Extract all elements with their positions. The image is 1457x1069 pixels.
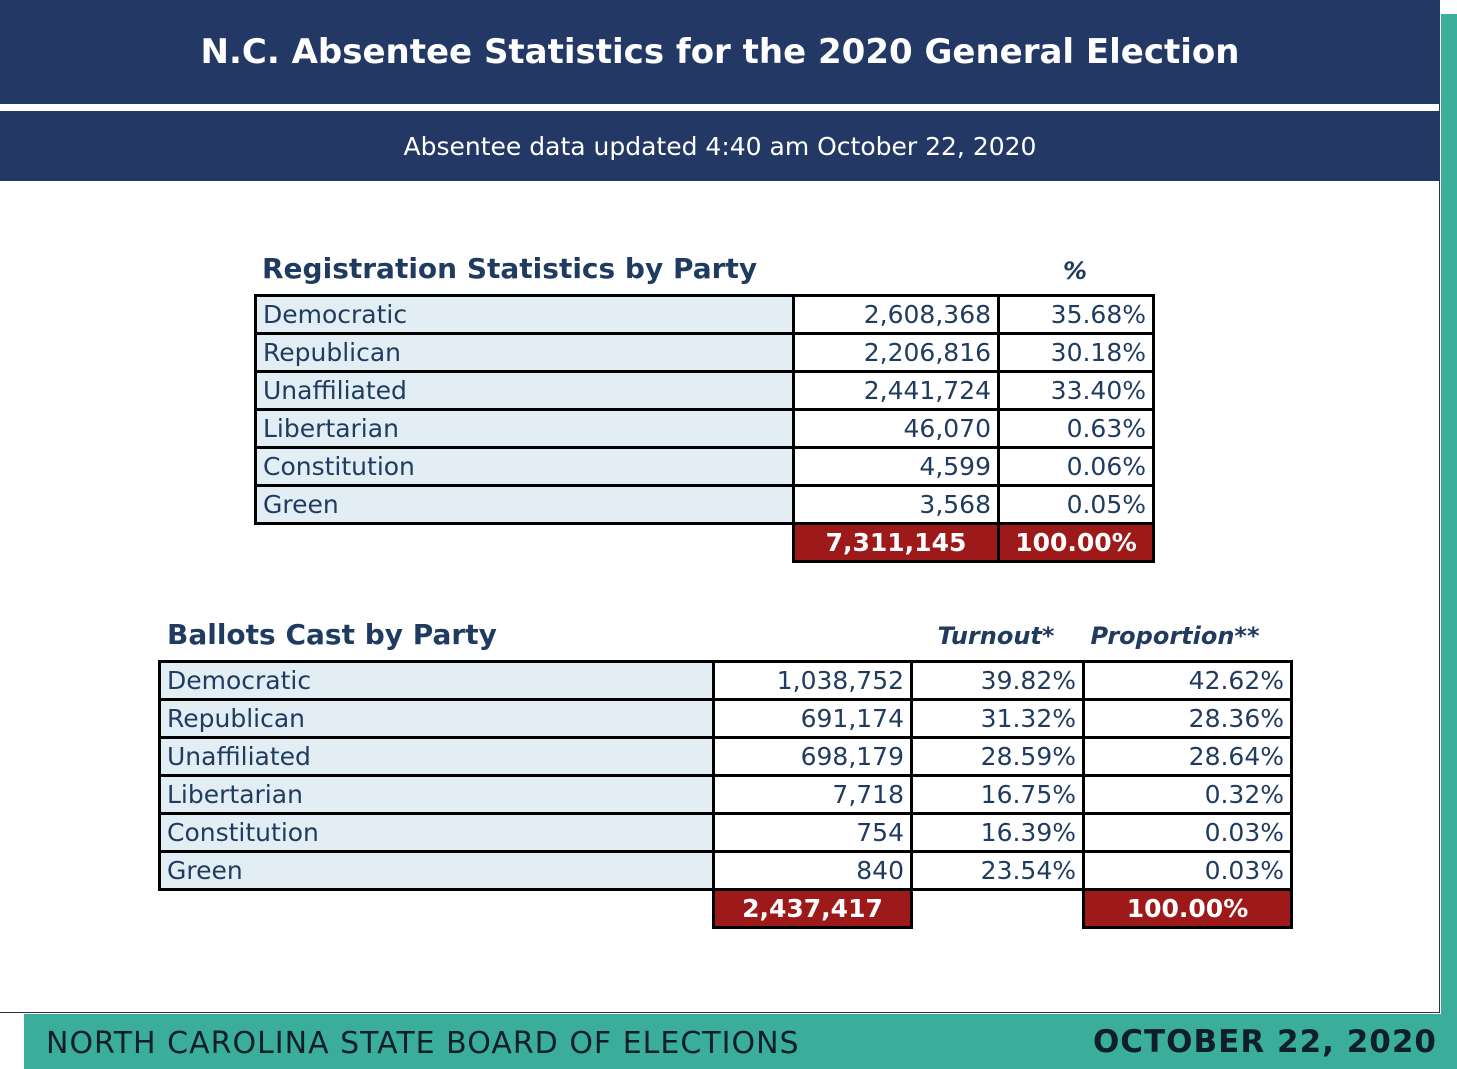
table-row: Libertarian 7,718 16.75% 0.32% — [158, 774, 1293, 815]
footer-org: NORTH CAROLINA STATE BOARD OF ELECTIONS — [46, 1026, 800, 1061]
party-label: Constitution — [158, 812, 715, 853]
registration-count: 2,608,368 — [792, 294, 1000, 335]
turnout-pct: 16.75% — [910, 774, 1085, 815]
registration-pct: 0.05% — [997, 484, 1155, 525]
statistics-card: N.C. Absentee Statistics for the 2020 Ge… — [0, 0, 1440, 1013]
ballots-count: 840 — [712, 850, 913, 891]
registration-title: Registration Statistics by Party — [262, 252, 758, 285]
teal-footer-band — [24, 1014, 1457, 1069]
party-label: Green — [254, 484, 795, 525]
registration-pct: 0.63% — [997, 408, 1155, 449]
party-label: Unaffiliated — [254, 370, 795, 411]
ballots-title: Ballots Cast by Party — [167, 618, 497, 651]
total-spacer — [912, 890, 1084, 928]
registration-pct: 30.18% — [997, 332, 1155, 373]
table-row: Constitution 754 16.39% 0.03% — [158, 812, 1293, 853]
ballots-count: 691,174 — [712, 698, 913, 739]
party-label: Libertarian — [158, 774, 715, 815]
party-label: Constitution — [254, 446, 795, 487]
ballots-table: Democratic 1,038,752 39.82% 42.62% Republica… — [158, 660, 1293, 929]
total-spacer — [160, 890, 714, 928]
page-title: N.C. Absentee Statistics for the 2020 Ge… — [0, 0, 1440, 104]
registration-pct: 33.40% — [997, 370, 1155, 411]
proportion-pct: 0.03% — [1082, 850, 1293, 891]
table-row: Democratic 1,038,752 39.82% 42.62% — [158, 660, 1293, 701]
registration-pct: 0.06% — [997, 446, 1155, 487]
total-row: 2,437,417 100.00% — [160, 888, 1293, 929]
proportion-header: Proportion** — [1090, 622, 1260, 650]
proportion-pct: 28.64% — [1082, 736, 1293, 777]
turnout-pct: 23.54% — [910, 850, 1085, 891]
party-label: Unaffiliated — [158, 736, 715, 777]
total-spacer — [256, 524, 794, 562]
ballots-total-proportion: 100.00% — [1082, 888, 1293, 929]
registration-count: 3,568 — [792, 484, 1000, 525]
ballots-count: 698,179 — [712, 736, 913, 777]
ballots-count: 1,038,752 — [712, 660, 913, 701]
ballots-total-count: 2,437,417 — [712, 888, 913, 929]
registration-total-count: 7,311,145 — [792, 522, 1000, 563]
party-label: Libertarian — [254, 408, 795, 449]
party-label: Republican — [158, 698, 715, 739]
turnout-pct: 16.39% — [910, 812, 1085, 853]
registration-count: 46,070 — [792, 408, 1000, 449]
total-row: 7,311,145 100.00% — [256, 522, 1155, 563]
turnout-pct: 31.32% — [910, 698, 1085, 739]
registration-count: 2,441,724 — [792, 370, 1000, 411]
table-row: Green 840 23.54% 0.03% — [158, 850, 1293, 891]
registration-count: 4,599 — [792, 446, 1000, 487]
turnout-pct: 28.59% — [910, 736, 1085, 777]
proportion-pct: 0.03% — [1082, 812, 1293, 853]
table-row: Libertarian 46,070 0.63% — [254, 408, 1155, 449]
table-row: Constitution 4,599 0.06% — [254, 446, 1155, 487]
party-label: Democratic — [254, 294, 795, 335]
table-row: Democratic 2,608,368 35.68% — [254, 294, 1155, 335]
party-label: Green — [158, 850, 715, 891]
footer-date: OCTOBER 22, 2020 — [1092, 1024, 1437, 1060]
registration-count: 2,206,816 — [792, 332, 1000, 373]
registration-pct: 35.68% — [997, 294, 1155, 335]
proportion-pct: 42.62% — [1082, 660, 1293, 701]
registration-total-pct: 100.00% — [997, 522, 1155, 563]
table-row: Unaffiliated 2,441,724 33.40% — [254, 370, 1155, 411]
table-row: Republican 691,174 31.32% 28.36% — [158, 698, 1293, 739]
registration-table: Democratic 2,608,368 35.68% Republican 2,206… — [254, 294, 1155, 563]
teal-accent-right — [1441, 14, 1457, 1069]
party-label: Democratic — [158, 660, 715, 701]
turnout-header: Turnout* — [937, 622, 1055, 650]
table-row: Green 3,568 0.05% — [254, 484, 1155, 525]
ballots-count: 7,718 — [712, 774, 913, 815]
table-row: Unaffiliated 698,179 28.59% 28.64% — [158, 736, 1293, 777]
registration-pct-header: % — [1062, 257, 1088, 285]
proportion-pct: 0.32% — [1082, 774, 1293, 815]
ballots-count: 754 — [712, 812, 913, 853]
table-row: Republican 2,206,816 30.18% — [254, 332, 1155, 373]
turnout-pct: 39.82% — [910, 660, 1085, 701]
proportion-pct: 28.36% — [1082, 698, 1293, 739]
party-label: Republican — [254, 332, 795, 373]
update-timestamp: Absentee data updated 4:40 am October 22… — [0, 111, 1440, 181]
